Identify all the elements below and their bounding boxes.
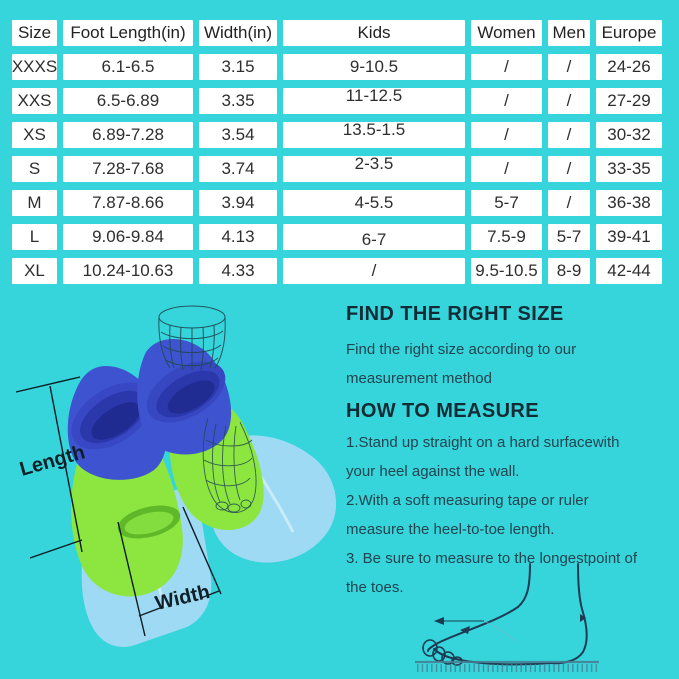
size-cell: /: [283, 258, 465, 284]
size-row-label: S: [12, 156, 57, 182]
size-cell: 2-3.5: [283, 154, 465, 182]
size-cell: 11-12.5: [283, 86, 465, 114]
size-row-label: M: [12, 190, 57, 216]
size-cell: 33-35: [596, 156, 662, 182]
size-cell: 3.15: [199, 54, 277, 80]
size-cell: 13.5-1.5: [283, 120, 465, 148]
size-cell: 4.13: [199, 224, 277, 250]
size-cell: 10.24-10.63: [63, 258, 193, 284]
column-header-men: Men: [548, 20, 590, 46]
size-cell: 24-26: [596, 54, 662, 80]
step-line: 3. Be sure to measure to the longestpoin…: [346, 550, 638, 567]
size-cell: 3.74: [199, 156, 277, 182]
step-line: the toes.: [346, 579, 404, 596]
size-cell: 4-5.5: [283, 190, 465, 216]
foot-measure-illustration: [415, 563, 599, 672]
fins-illustration: Length Width: [15, 305, 337, 647]
size-cell: /: [471, 122, 542, 148]
step-line: measure the heel-to-toe length.: [346, 521, 555, 538]
size-cell: 39-41: [596, 224, 662, 250]
size-cell: /: [548, 122, 590, 148]
size-cell: 4.33: [199, 258, 277, 284]
size-cell: /: [471, 156, 542, 182]
column-header-foot-length-in-: Foot Length(in): [63, 20, 193, 46]
measure-guide: FIND THE RIGHT SIZE Find the right size …: [346, 303, 674, 602]
size-cell: 3.35: [199, 88, 277, 114]
size-cell: 5-7: [471, 190, 542, 216]
size-cell: 9.5-10.5: [471, 258, 542, 284]
toe-arrow: [434, 614, 586, 634]
size-cell: /: [548, 88, 590, 114]
size-cell: 6.89-7.28: [63, 122, 193, 148]
column-header-women: Women: [471, 20, 542, 46]
size-row-label: XS: [12, 122, 57, 148]
size-row-label: XXS: [12, 88, 57, 114]
size-cell: 7.5-9: [471, 224, 542, 250]
step-line: your heel against the wall.: [346, 463, 520, 480]
size-chart-table: Size Foot Length(in) Width(in) Kids Women Men…: [12, 20, 662, 284]
size-cell: 6-7: [283, 224, 465, 250]
step-line: 1.Stand up straight on a hard surfacewit…: [346, 434, 620, 451]
size-cell: 6.1-6.5: [63, 54, 193, 80]
width-dimension: [117, 506, 222, 637]
size-cell: 30-32: [596, 122, 662, 148]
size-cell: 9-10.5: [283, 54, 465, 80]
right-fin: [137, 305, 337, 563]
size-cell: 27-29: [596, 88, 662, 114]
size-cell: 3.94: [199, 190, 277, 216]
wireframe-leg: [158, 305, 226, 371]
size-cell: /: [471, 88, 542, 114]
size-cell: 7.28-7.68: [63, 156, 193, 182]
size-cell: 42-44: [596, 258, 662, 284]
how-to-measure-heading: HOW TO MEASURE: [346, 400, 540, 422]
find-right-size-heading: FIND THE RIGHT SIZE: [346, 303, 564, 325]
column-header-width-in-: Width(in): [199, 20, 277, 46]
intro-line: measurement method: [346, 370, 492, 387]
size-row-label: XXXS: [12, 54, 57, 80]
size-row-label: XL: [12, 258, 57, 284]
size-cell: /: [548, 54, 590, 80]
size-cell: /: [471, 54, 542, 80]
size-cell: 5-7: [548, 224, 590, 250]
size-cell: 9.06-9.84: [63, 224, 193, 250]
size-row-label: L: [12, 224, 57, 250]
size-cell: /: [548, 156, 590, 182]
step-line: 2.With a soft measuring tape or ruler: [346, 492, 589, 509]
size-cell: 7.87-8.66: [63, 190, 193, 216]
length-dimension: [15, 376, 83, 559]
wireframe-foot: [202, 417, 257, 513]
column-header-europe: Europe: [596, 20, 662, 46]
column-header-size: Size: [12, 20, 57, 46]
column-header-kids: Kids: [283, 20, 465, 46]
ruler: [415, 660, 599, 672]
size-cell: 36-38: [596, 190, 662, 216]
intro-line: Find the right size according to our: [346, 341, 577, 358]
size-cell: /: [548, 190, 590, 216]
size-cell: 8-9: [548, 258, 590, 284]
size-cell: 6.5-6.89: [63, 88, 193, 114]
size-cell: 3.54: [199, 122, 277, 148]
